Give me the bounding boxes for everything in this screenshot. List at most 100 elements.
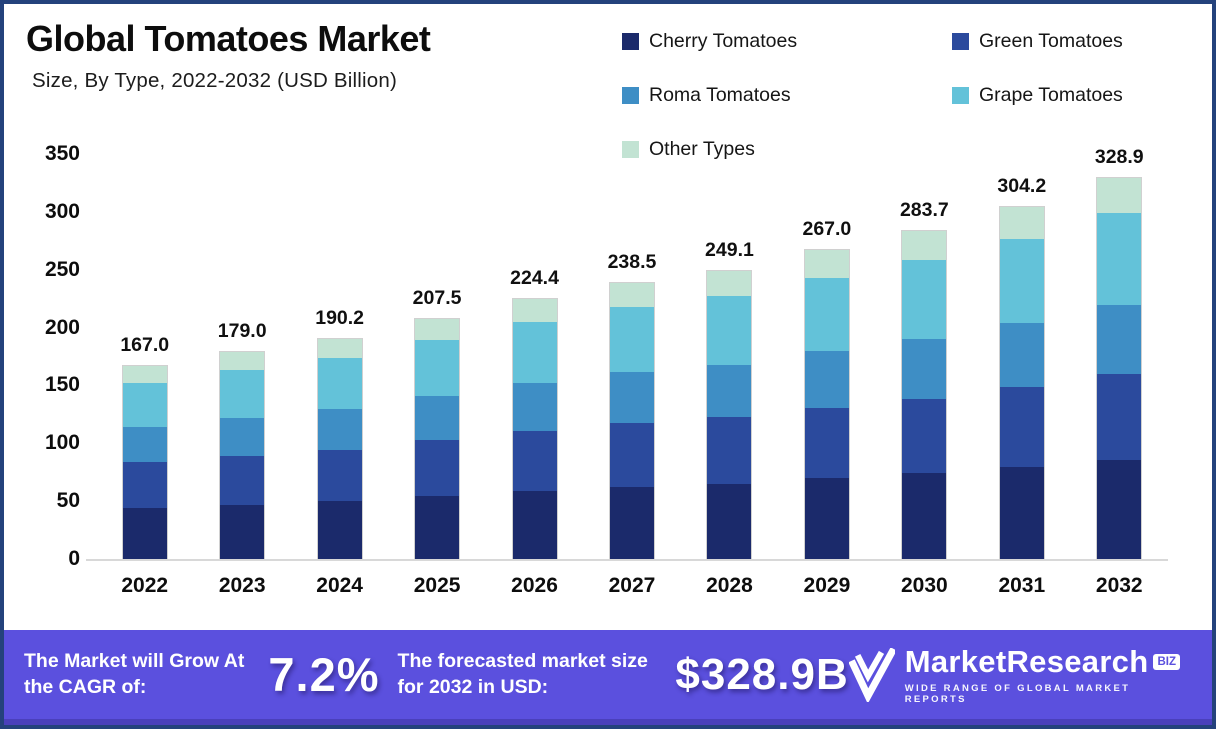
bar-segment — [999, 323, 1044, 388]
page-subtitle: Size, By Type, 2022-2032 (USD Billion) — [32, 69, 398, 92]
bar-segment — [1097, 304, 1142, 374]
bar-segment — [122, 462, 167, 509]
bar-segment — [415, 339, 460, 396]
bar-segment — [902, 338, 947, 399]
x-axis-label: 2024 — [316, 574, 363, 597]
bar-segment — [999, 387, 1044, 468]
bar-segment — [902, 473, 947, 559]
x-axis-label: 2027 — [608, 574, 656, 597]
x-axis-label: 2031 — [998, 574, 1046, 597]
forecast-label: The forecasted market size for 2032 in U… — [397, 650, 648, 698]
x-axis-label: 2030 — [900, 574, 948, 597]
legend-item-green-tomatoes: Green Tomatoes — [952, 30, 1178, 53]
bar-total-label: 179.0 — [217, 319, 267, 342]
bar-segment — [804, 250, 849, 278]
bar-segment — [1097, 178, 1142, 213]
y-axis-tick-label: 250 — [44, 257, 80, 281]
y-axis-tick-label: 350 — [44, 142, 80, 165]
bar-segment — [902, 260, 947, 339]
bar-group: 167.0 2022 — [120, 154, 170, 597]
legend-label: Roma Tomatoes — [649, 84, 791, 106]
bar-segment — [1097, 459, 1142, 559]
bar-segment — [1097, 212, 1142, 305]
bar-total-label: 167.0 — [120, 333, 170, 356]
bar-group: 190.2 2024 — [315, 154, 365, 597]
legend-item-roma-tomatoes: Roma Tomatoes — [622, 84, 952, 107]
bar-segment — [317, 501, 362, 559]
bar-segment — [609, 307, 654, 373]
y-axis-tick-label: 300 — [44, 199, 80, 223]
x-axis-label: 2029 — [803, 574, 851, 597]
legend-label: Green Tomatoes — [979, 30, 1123, 52]
legend-label: Cherry Tomatoes — [649, 30, 798, 52]
bar-group: 179.0 2023 — [217, 154, 267, 597]
stacked-bar — [1097, 178, 1142, 559]
bar-total-label: 190.2 — [315, 306, 365, 329]
legend-item-other-types: Other Types — [622, 138, 952, 161]
bar-segment — [902, 398, 947, 474]
stacked-bar — [415, 318, 460, 559]
bar-segment — [804, 277, 849, 352]
bar-segment — [999, 467, 1044, 559]
legend-swatch-icon — [952, 87, 969, 104]
bar-segment — [122, 382, 167, 427]
y-axis-tick-label: 0 — [68, 547, 80, 570]
x-axis-label: 2022 — [121, 574, 169, 597]
bar-segment — [317, 358, 362, 410]
bar-group: 283.7 2030 — [899, 154, 949, 597]
bar-segment — [804, 351, 849, 408]
bar-segment — [220, 369, 265, 418]
bar-group: 267.0 2029 — [802, 154, 851, 597]
bar-segment — [512, 430, 557, 491]
bar-segment — [609, 486, 654, 559]
legend-item-cherry-tomatoes: Cherry Tomatoes — [622, 30, 952, 53]
x-axis-label: 2028 — [706, 574, 753, 597]
bar-segment — [317, 409, 362, 450]
stacked-bar — [804, 250, 849, 559]
bar-segment — [415, 496, 460, 559]
bar-segment — [707, 270, 752, 297]
legend-swatch-icon — [622, 141, 639, 158]
bar-segment — [707, 417, 752, 484]
legend-swatch-icon — [622, 87, 639, 104]
y-axis-tick-label: 50 — [56, 489, 80, 513]
bar-segment — [609, 422, 654, 487]
y-axis-tick-label: 100 — [44, 431, 80, 455]
plot-area: 167.0 2022 179.0 2023 190.2 2024 207.5 2025 224.… — [86, 146, 1168, 597]
stacked-bar — [999, 207, 1044, 559]
bar-segment — [415, 395, 460, 441]
legend-swatch-icon — [622, 33, 639, 50]
chart-header: Global Tomatoes Market Size, By Type, 20… — [26, 18, 431, 93]
bar-group: 328.9 2032 — [1095, 146, 1144, 597]
stacked-bar — [317, 338, 362, 559]
stacked-bar — [609, 283, 654, 559]
bar-segment — [707, 483, 752, 559]
cagr-value: 7.2% — [268, 648, 380, 701]
bar-segment — [415, 440, 460, 497]
bar-segment — [512, 322, 557, 384]
stacked-bar — [220, 351, 265, 559]
bar-total-label: 304.2 — [997, 175, 1047, 197]
stacked-bar — [707, 270, 752, 559]
logo-checkmark-icon — [848, 647, 895, 702]
x-axis-label: 2025 — [413, 574, 461, 597]
bar-segment — [317, 338, 362, 359]
x-axis-label: 2023 — [218, 574, 266, 597]
bar-group: 207.5 2025 — [413, 154, 462, 597]
bar-segment — [122, 508, 167, 559]
banner-content: The Market will Grow At the CAGR of: 7.2… — [4, 630, 1212, 719]
y-axis-tick-label: 150 — [44, 373, 80, 397]
forecast-value: $328.9B — [675, 649, 849, 699]
bar-segment — [609, 372, 654, 423]
legend-label: Other Types — [649, 138, 755, 160]
bar-group: 238.5 2027 — [608, 154, 657, 597]
bar-total-label: 283.7 — [899, 198, 949, 221]
x-axis-label: 2026 — [511, 574, 558, 597]
bar-segment — [220, 351, 265, 370]
bar-segment — [220, 455, 265, 505]
bar-segment — [609, 283, 654, 308]
bar-segment — [512, 299, 557, 323]
bar-group: 304.2 2031 — [997, 154, 1047, 597]
stacked-bar — [122, 365, 167, 559]
bar-segment — [122, 426, 167, 463]
